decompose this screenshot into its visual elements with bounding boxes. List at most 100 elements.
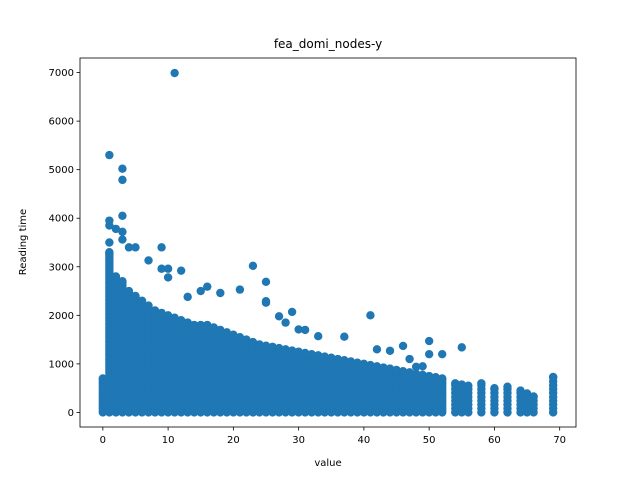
data-point [157, 243, 166, 252]
y-tick-label: 5000 [49, 165, 74, 176]
data-point [372, 362, 382, 371]
data-point [235, 332, 245, 342]
data-point [327, 353, 336, 363]
y-tick-label: 1000 [49, 359, 74, 370]
data-point [457, 343, 466, 352]
data-point [131, 243, 140, 252]
data-point [111, 224, 121, 234]
data-point [137, 296, 147, 305]
data-point [261, 341, 271, 350]
data-point [170, 313, 179, 322]
data-point [196, 320, 205, 330]
data-point [477, 379, 486, 388]
data-point [385, 346, 395, 355]
data-point [242, 335, 251, 344]
data-point [464, 381, 473, 390]
ticks-layer: 0 10 20 30 40 50 60 70 0 1000 2000 3000 4000 5000 6000… [49, 68, 567, 446]
data-point [300, 325, 310, 335]
y-tick-label: 2000 [49, 311, 74, 322]
data-point [176, 266, 186, 275]
data-point [163, 264, 173, 273]
data-point [176, 315, 186, 325]
data-point [216, 288, 225, 298]
x-tick-label: 20 [227, 435, 240, 446]
data-point [144, 301, 153, 310]
data-point [118, 235, 127, 244]
data-point [438, 374, 447, 383]
data-point [346, 357, 356, 366]
data-point [105, 248, 114, 257]
data-point [398, 366, 408, 376]
points-layer [98, 68, 558, 417]
data-point [314, 351, 323, 360]
data-point [424, 336, 434, 346]
data-point [98, 374, 108, 383]
data-point [268, 342, 277, 352]
data-point [144, 256, 153, 265]
data-point [359, 359, 369, 369]
data-point [548, 372, 558, 382]
data-point [294, 347, 303, 356]
data-point [118, 277, 127, 286]
data-point [118, 175, 127, 185]
x-axis-title: value [314, 458, 341, 469]
data-point [111, 272, 121, 281]
data-point [281, 318, 290, 327]
data-point [261, 298, 271, 307]
data-point [366, 360, 375, 370]
data-point [105, 221, 114, 230]
data-point [340, 356, 349, 365]
chart-title: fea_domi_nodes-y [274, 37, 382, 51]
data-point [405, 368, 414, 377]
data-point [424, 371, 434, 381]
y-axis-title: Reading time [18, 209, 29, 275]
data-point [118, 164, 127, 173]
data-point [392, 365, 401, 375]
data-point [314, 332, 323, 341]
x-tick-label: 70 [553, 435, 566, 446]
data-point [516, 386, 525, 395]
data-point [340, 332, 349, 341]
data-point [235, 285, 245, 294]
data-point [418, 370, 427, 380]
data-point [157, 264, 166, 273]
x-tick-label: 10 [162, 435, 175, 446]
data-point [503, 382, 512, 391]
data-point [229, 330, 238, 339]
data-point [222, 328, 232, 337]
data-point [216, 325, 225, 335]
data-point [118, 227, 127, 237]
y-tick-label: 0 [68, 408, 74, 419]
data-point [118, 211, 127, 220]
data-point [203, 320, 212, 330]
data-point [105, 238, 114, 247]
data-point [163, 273, 173, 282]
data-point [405, 354, 414, 364]
data-point [131, 291, 140, 301]
data-point [418, 362, 427, 371]
data-point [438, 349, 447, 359]
data-point [124, 286, 134, 296]
data-point [255, 340, 264, 349]
data-point [248, 261, 258, 271]
data-point [333, 354, 342, 364]
data-point [183, 292, 192, 302]
x-tick-label: 60 [488, 435, 501, 446]
data-point [203, 282, 212, 291]
data-point [398, 341, 408, 351]
x-tick-label: 0 [100, 435, 106, 446]
data-point [190, 320, 199, 330]
data-point [163, 311, 173, 320]
data-point [274, 312, 284, 321]
plot-frame [79, 57, 577, 428]
data-point [196, 286, 205, 296]
data-point [150, 306, 160, 315]
y-tick-label: 6000 [49, 117, 74, 128]
data-point [490, 383, 499, 393]
data-point [451, 379, 460, 388]
data-point [157, 308, 166, 318]
data-point [431, 373, 440, 382]
data-point [274, 343, 284, 353]
